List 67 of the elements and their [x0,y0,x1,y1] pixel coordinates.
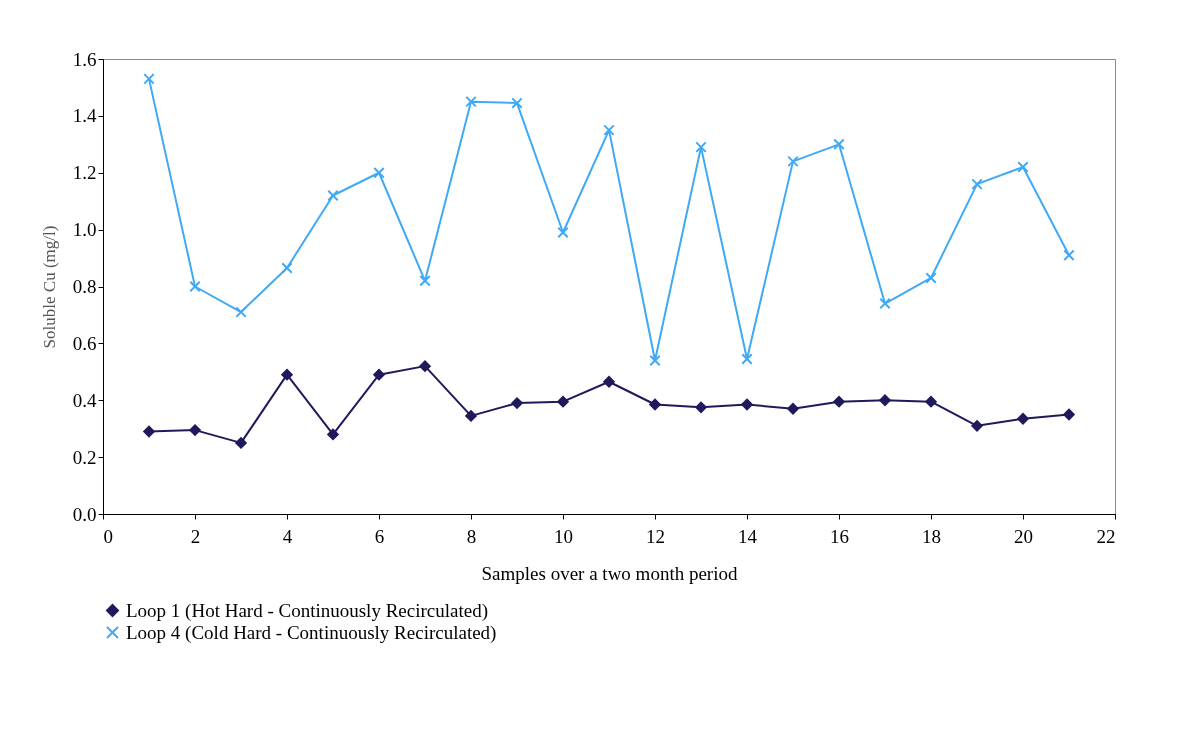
y-tick-label: 1.6 [72,48,97,70]
legend-label: Loop 1 (Hot Hard - Continuously Recirculated) [126,599,488,622]
legend-label: Loop 4 (Cold Hard - Continuously Recirculated) [126,621,497,644]
point [419,275,431,287]
x-tick-label: 6 [374,525,385,547]
point [603,376,615,388]
point [235,437,247,449]
x-tick-label: 22 [1096,525,1116,547]
point [1063,249,1075,261]
point [787,403,799,415]
x-tick-label: 0 [103,525,113,547]
x-tick-label: 18 [922,525,941,547]
x-axis-title: Samples over a two month period [481,562,738,584]
y-tick-label: 0.8 [72,276,97,297]
point [833,395,845,408]
point [511,97,523,109]
point [787,155,799,168]
point [465,410,477,422]
point [1017,161,1029,173]
point [189,280,201,293]
point [143,73,155,85]
y-tick-label: 0.2 [72,446,97,468]
point [557,226,569,239]
point [373,167,385,179]
point [925,272,937,284]
y-tick-label: 0.6 [72,332,97,354]
point [281,262,293,274]
point [1063,408,1075,421]
point [879,297,891,310]
point [327,189,339,202]
point [649,354,661,367]
point [603,124,615,136]
point [971,178,983,190]
point [465,95,477,108]
y-tick-label: 1.2 [72,162,97,184]
x-tick-label: 20 [1014,525,1033,547]
y-axis-title: Soluble Cu (mg/l) [39,225,59,349]
point [143,425,155,438]
point [511,397,523,409]
point [419,360,431,372]
point [327,428,339,441]
point [925,395,937,408]
x-tick-label: 4 [282,525,293,547]
point [373,368,385,381]
x-tick-label: 2 [190,525,201,547]
point [1017,412,1029,425]
y-tick-label: 0.4 [72,389,97,411]
point [695,401,707,414]
point [833,138,845,151]
point [557,395,569,408]
point [741,353,753,365]
point [971,420,983,432]
x-tick-label: 10 [554,525,573,547]
point [189,424,201,436]
point [235,306,247,318]
y-tick-label: 0.0 [72,503,97,525]
x-tick-label: 14 [738,525,758,547]
point [649,398,661,411]
y-tick-label: 1.4 [72,105,97,127]
x-tick-label: 12 [646,525,665,547]
y-tick-label: 1.0 [72,219,97,241]
x-tick-label: 16 [830,525,849,547]
point [741,398,753,411]
point [281,368,293,381]
point [879,394,891,406]
point [695,141,707,153]
x-tick-label: 8 [466,525,477,547]
